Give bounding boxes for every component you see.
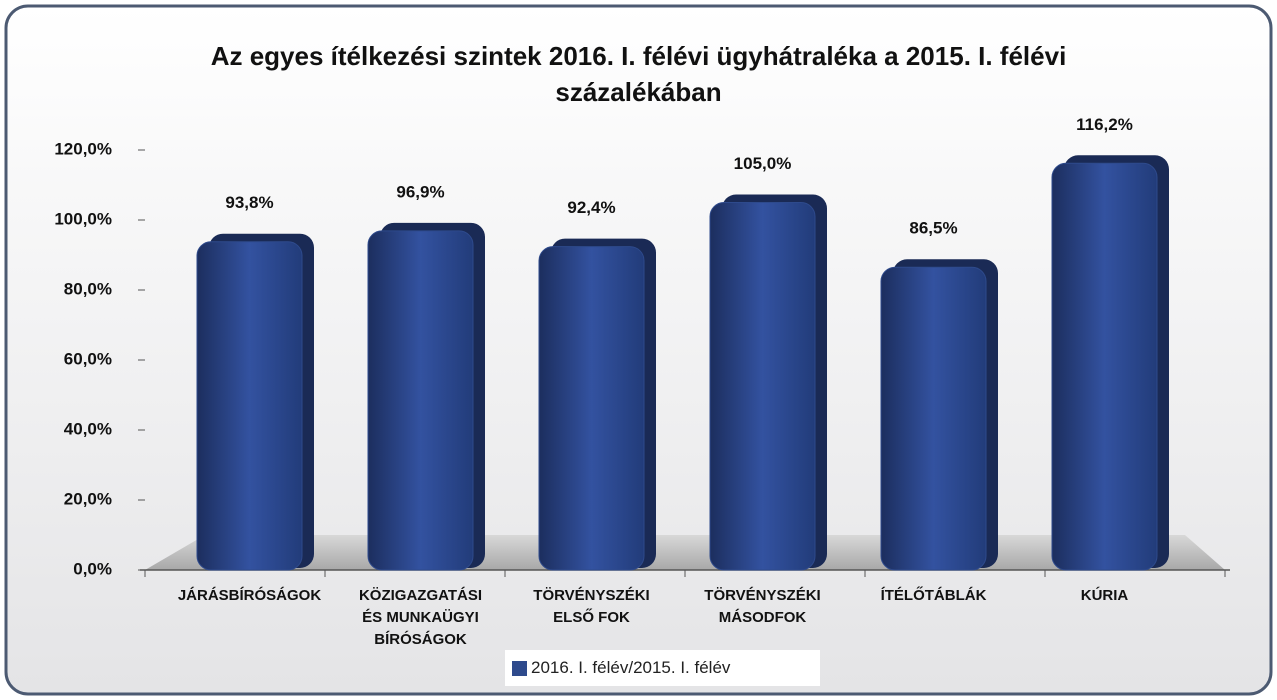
y-tick-label: 20,0% [64, 489, 112, 508]
value-label: 86,5% [909, 219, 957, 238]
x-tick-label: KÖZIGAZGATÁSI ÉS MUNKAÜGYI BÍRÓSÁGOK [358, 587, 483, 648]
value-label: 92,4% [567, 198, 615, 217]
bar [1051, 162, 1158, 571]
legend: 2016. I. félév/2015. I. félév [505, 650, 820, 686]
x-tick-label: JÁRÁSBÍRÓSÁGOK [177, 587, 322, 604]
value-label: 116,2% [1076, 115, 1133, 134]
x-tick-label: KÚRIA [1080, 587, 1129, 604]
bar [880, 266, 987, 571]
bar [196, 241, 303, 571]
y-tick-label: 60,0% [64, 349, 112, 368]
x-tick-label: TÖRVÉNYSZÉKI MÁSODFOK [704, 587, 821, 626]
y-tick-label: 120,0% [54, 139, 112, 158]
bar [538, 246, 645, 571]
y-tick-label: 0,0% [73, 559, 112, 578]
x-tick-label: ÍTÉLŐTÁBLÁK [880, 587, 987, 604]
value-label: 96,9% [396, 182, 444, 201]
y-tick-label: 100,0% [54, 209, 112, 228]
chart-title: Az egyes ítélkezési szintek 2016. I. fél… [210, 41, 1067, 107]
value-label: 93,8% [225, 193, 273, 212]
x-tick-label: TÖRVÉNYSZÉKI ELSŐ FOK [533, 587, 650, 626]
value-label: 105,0% [734, 154, 792, 173]
bar [709, 202, 816, 571]
y-tick-label: 80,0% [64, 279, 112, 298]
bar [367, 230, 474, 571]
y-tick-label: 40,0% [64, 419, 112, 438]
legend-label: 2016. I. félév/2015. I. félév [531, 658, 731, 677]
legend-swatch [512, 660, 527, 676]
